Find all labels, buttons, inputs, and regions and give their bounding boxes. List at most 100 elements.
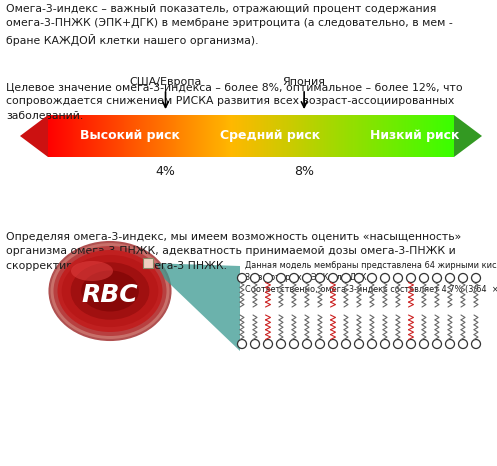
Bar	[332, 115, 333, 157]
Bar	[301, 115, 302, 157]
Bar	[280, 115, 281, 157]
Bar	[102, 115, 103, 157]
Bar	[390, 115, 391, 157]
Bar	[401, 115, 402, 157]
Bar	[345, 115, 346, 157]
Bar	[145, 115, 146, 157]
Bar	[360, 115, 361, 157]
Bar	[134, 115, 135, 157]
Circle shape	[419, 274, 428, 282]
Bar	[220, 115, 221, 157]
Bar	[259, 115, 260, 157]
Bar	[48, 115, 49, 157]
Bar	[75, 115, 76, 157]
Bar	[307, 115, 308, 157]
Bar	[227, 115, 228, 157]
Bar	[225, 115, 226, 157]
Bar	[447, 115, 448, 157]
Bar	[177, 115, 178, 157]
Bar	[287, 115, 288, 157]
Bar	[370, 115, 371, 157]
Bar	[212, 115, 213, 157]
Circle shape	[472, 274, 481, 282]
Bar	[278, 115, 279, 157]
Bar	[156, 115, 157, 157]
Bar	[320, 115, 321, 157]
Bar	[312, 115, 313, 157]
Bar	[411, 115, 412, 157]
Bar	[333, 115, 334, 157]
Bar	[49, 115, 50, 157]
Bar	[247, 115, 248, 157]
Bar	[443, 115, 444, 157]
Bar	[406, 115, 408, 157]
Bar	[232, 115, 233, 157]
Text: Определяя омега-3-индекс, мы имеем возможность оценить «насыщенность»
организма : Определяя омега-3-индекс, мы имеем возмо…	[6, 232, 461, 271]
Bar	[382, 115, 383, 157]
Bar	[199, 115, 200, 157]
Bar	[451, 115, 452, 157]
Bar	[375, 115, 376, 157]
Circle shape	[238, 340, 247, 349]
Bar	[367, 115, 368, 157]
Bar	[384, 115, 385, 157]
Circle shape	[432, 274, 441, 282]
Bar	[450, 115, 451, 157]
Bar	[216, 115, 217, 157]
Bar	[81, 115, 82, 157]
Bar	[108, 115, 109, 157]
Bar	[86, 115, 87, 157]
Bar	[441, 115, 442, 157]
Bar	[234, 115, 235, 157]
Text: Высокий риск: Высокий риск	[80, 130, 180, 143]
Bar	[140, 115, 141, 157]
Bar	[261, 115, 262, 157]
Bar	[111, 115, 112, 157]
Bar	[284, 115, 285, 157]
Ellipse shape	[54, 246, 166, 336]
Bar	[136, 115, 137, 157]
Bar	[174, 115, 175, 157]
Circle shape	[289, 274, 299, 282]
Bar	[189, 115, 190, 157]
Bar	[211, 115, 212, 157]
Bar	[57, 115, 58, 157]
Bar	[204, 115, 205, 157]
Bar	[300, 115, 301, 157]
Bar	[122, 115, 123, 157]
Bar	[325, 115, 326, 157]
Bar	[215, 115, 216, 157]
Bar	[105, 115, 106, 157]
Bar	[398, 115, 399, 157]
Bar	[387, 115, 388, 157]
Bar	[412, 115, 413, 157]
Text: Низкий риск: Низкий риск	[370, 130, 460, 143]
Bar	[336, 115, 337, 157]
Bar	[446, 115, 447, 157]
Bar	[293, 115, 294, 157]
Bar	[276, 115, 277, 157]
Bar	[343, 115, 344, 157]
Bar	[226, 115, 227, 157]
Bar	[155, 115, 156, 157]
Text: Целевое значение омега-3-индекса – более 8%, оптимальное – более 12%, что
сопров: Целевое значение омега-3-индекса – более…	[6, 82, 463, 121]
Bar	[353, 115, 354, 157]
Bar	[184, 115, 185, 157]
Bar	[176, 115, 177, 157]
Bar	[239, 115, 240, 157]
Bar	[364, 115, 365, 157]
Bar	[224, 115, 225, 157]
Bar	[82, 115, 83, 157]
Bar	[400, 115, 401, 157]
Bar	[98, 115, 99, 157]
Bar	[396, 115, 397, 157]
Bar	[346, 115, 347, 157]
Bar	[419, 115, 420, 157]
Bar	[373, 115, 374, 157]
Bar	[339, 115, 340, 157]
Bar	[252, 115, 253, 157]
Bar	[181, 115, 182, 157]
Bar	[327, 115, 328, 157]
Bar	[270, 115, 271, 157]
Bar	[392, 115, 393, 157]
